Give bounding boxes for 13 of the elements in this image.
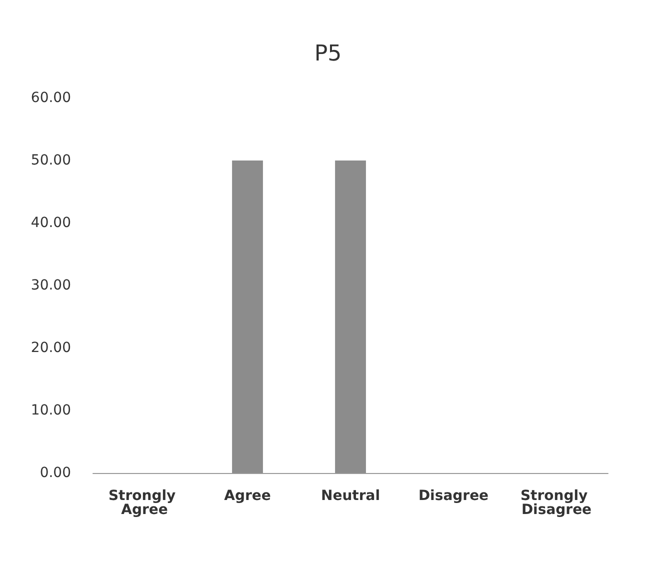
x-tick-label: Neutral [320, 488, 380, 504]
x-tick-label: Disagree [418, 488, 489, 504]
y-tick-label: 0.00 [40, 465, 71, 481]
y-tick-label: 60.00 [30, 90, 71, 106]
y-tick-label: 30.00 [30, 278, 71, 294]
x-tick-label: Strongly Agree [108, 488, 181, 518]
x-tick-label: Agree [224, 488, 271, 504]
x-tick-label: Strongly Disagree [520, 488, 593, 518]
y-tick-label: 50.00 [30, 152, 71, 168]
chart-title: P5 [314, 42, 342, 66]
y-tick-label: 20.00 [30, 340, 71, 356]
y-tick-label: 10.00 [30, 402, 71, 418]
y-tick-label: 40.00 [30, 215, 71, 231]
